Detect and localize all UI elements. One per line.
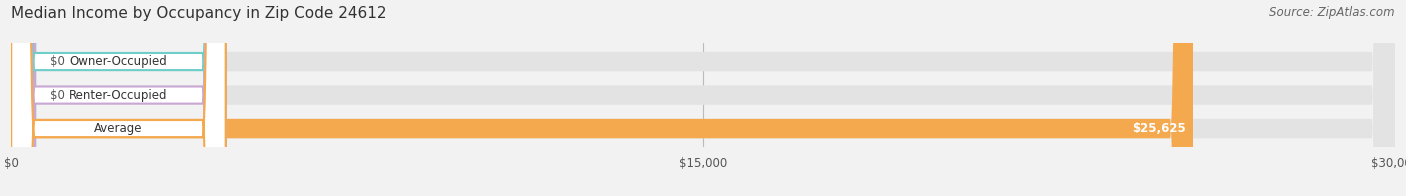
FancyBboxPatch shape <box>11 0 1395 196</box>
Text: Average: Average <box>94 122 143 135</box>
FancyBboxPatch shape <box>11 0 226 196</box>
FancyBboxPatch shape <box>11 0 37 196</box>
FancyBboxPatch shape <box>11 0 226 196</box>
FancyBboxPatch shape <box>11 0 37 196</box>
FancyBboxPatch shape <box>11 0 1192 196</box>
Text: $0: $0 <box>51 89 65 102</box>
Text: Source: ZipAtlas.com: Source: ZipAtlas.com <box>1270 6 1395 19</box>
Text: Owner-Occupied: Owner-Occupied <box>69 55 167 68</box>
FancyBboxPatch shape <box>11 0 226 196</box>
Text: Renter-Occupied: Renter-Occupied <box>69 89 167 102</box>
FancyBboxPatch shape <box>11 0 1395 196</box>
Text: $0: $0 <box>51 55 65 68</box>
Text: Median Income by Occupancy in Zip Code 24612: Median Income by Occupancy in Zip Code 2… <box>11 6 387 21</box>
FancyBboxPatch shape <box>11 0 1395 196</box>
Text: $25,625: $25,625 <box>1132 122 1187 135</box>
